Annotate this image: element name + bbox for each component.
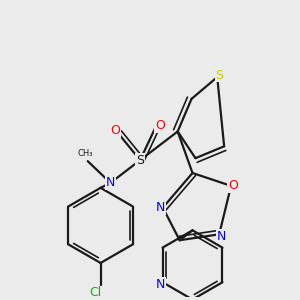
- Text: O: O: [228, 179, 238, 192]
- Text: CH₃: CH₃: [77, 149, 92, 158]
- Text: N: N: [156, 201, 166, 214]
- Text: N: N: [217, 230, 226, 243]
- Text: N: N: [106, 176, 115, 189]
- Text: S: S: [136, 154, 144, 167]
- Text: N: N: [156, 278, 165, 291]
- Text: S: S: [215, 69, 223, 82]
- Text: Cl: Cl: [89, 286, 102, 299]
- Text: O: O: [155, 119, 165, 132]
- Text: O: O: [110, 124, 120, 137]
